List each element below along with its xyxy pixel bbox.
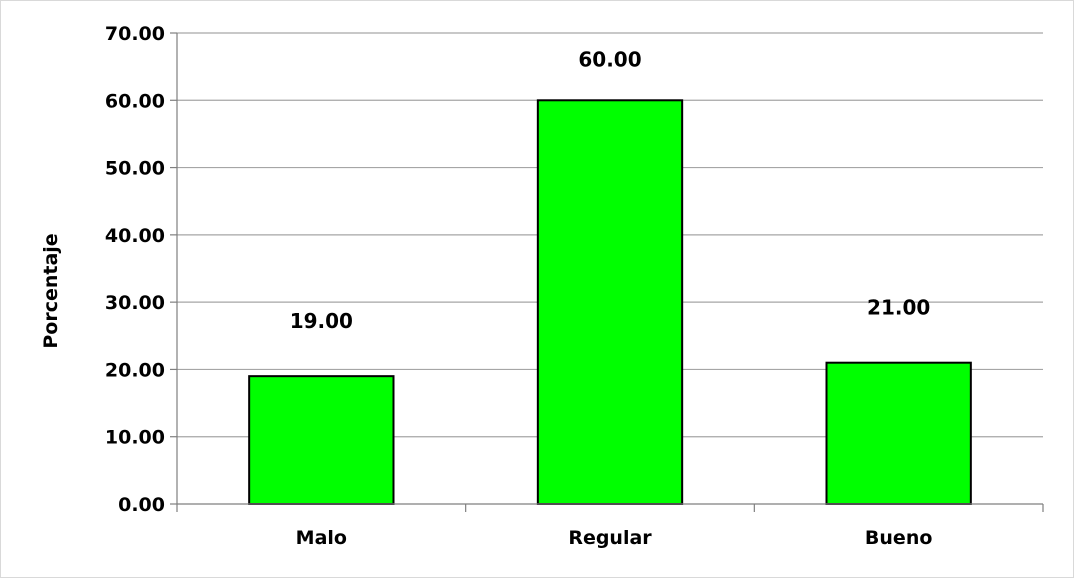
y-tick-label: 30.00 (105, 292, 165, 314)
x-tick-label: Regular (568, 527, 652, 549)
x-tick-labels: Malo Regular Bueno (296, 527, 933, 549)
bar-regular (536, 99, 684, 506)
data-label-regular: 60.00 (578, 47, 641, 71)
y-tick-label: 40.00 (105, 225, 165, 247)
y-axis-title: Porcentaje (40, 233, 62, 348)
y-tick-label: 10.00 (105, 427, 165, 449)
y-tick-label: 20.00 (105, 359, 165, 381)
bar-malo (248, 375, 395, 505)
axes (170, 32, 1044, 512)
data-label-bueno: 21.00 (867, 296, 930, 320)
y-tick-label: 0.00 (118, 494, 165, 516)
x-tick-label: Malo (296, 527, 347, 549)
bar-bueno (825, 361, 972, 506)
y-tick-labels: 0.00 10.00 20.00 30.00 40.00 50.00 60.00 70.00 (105, 23, 165, 516)
x-tick-label: Bueno (865, 527, 932, 549)
y-tick-label: 50.00 (105, 158, 165, 180)
data-label-malo: 19.00 (290, 309, 353, 333)
data-labels: 19.00 60.00 21.00 (290, 47, 931, 333)
y-tick-label: 70.00 (105, 23, 165, 45)
bars (248, 99, 972, 506)
y-tick-label: 60.00 (105, 90, 165, 112)
